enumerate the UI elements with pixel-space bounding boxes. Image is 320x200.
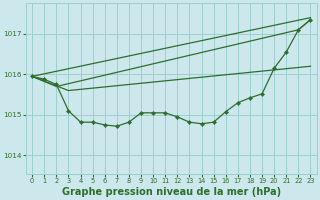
X-axis label: Graphe pression niveau de la mer (hPa): Graphe pression niveau de la mer (hPa) (62, 187, 281, 197)
